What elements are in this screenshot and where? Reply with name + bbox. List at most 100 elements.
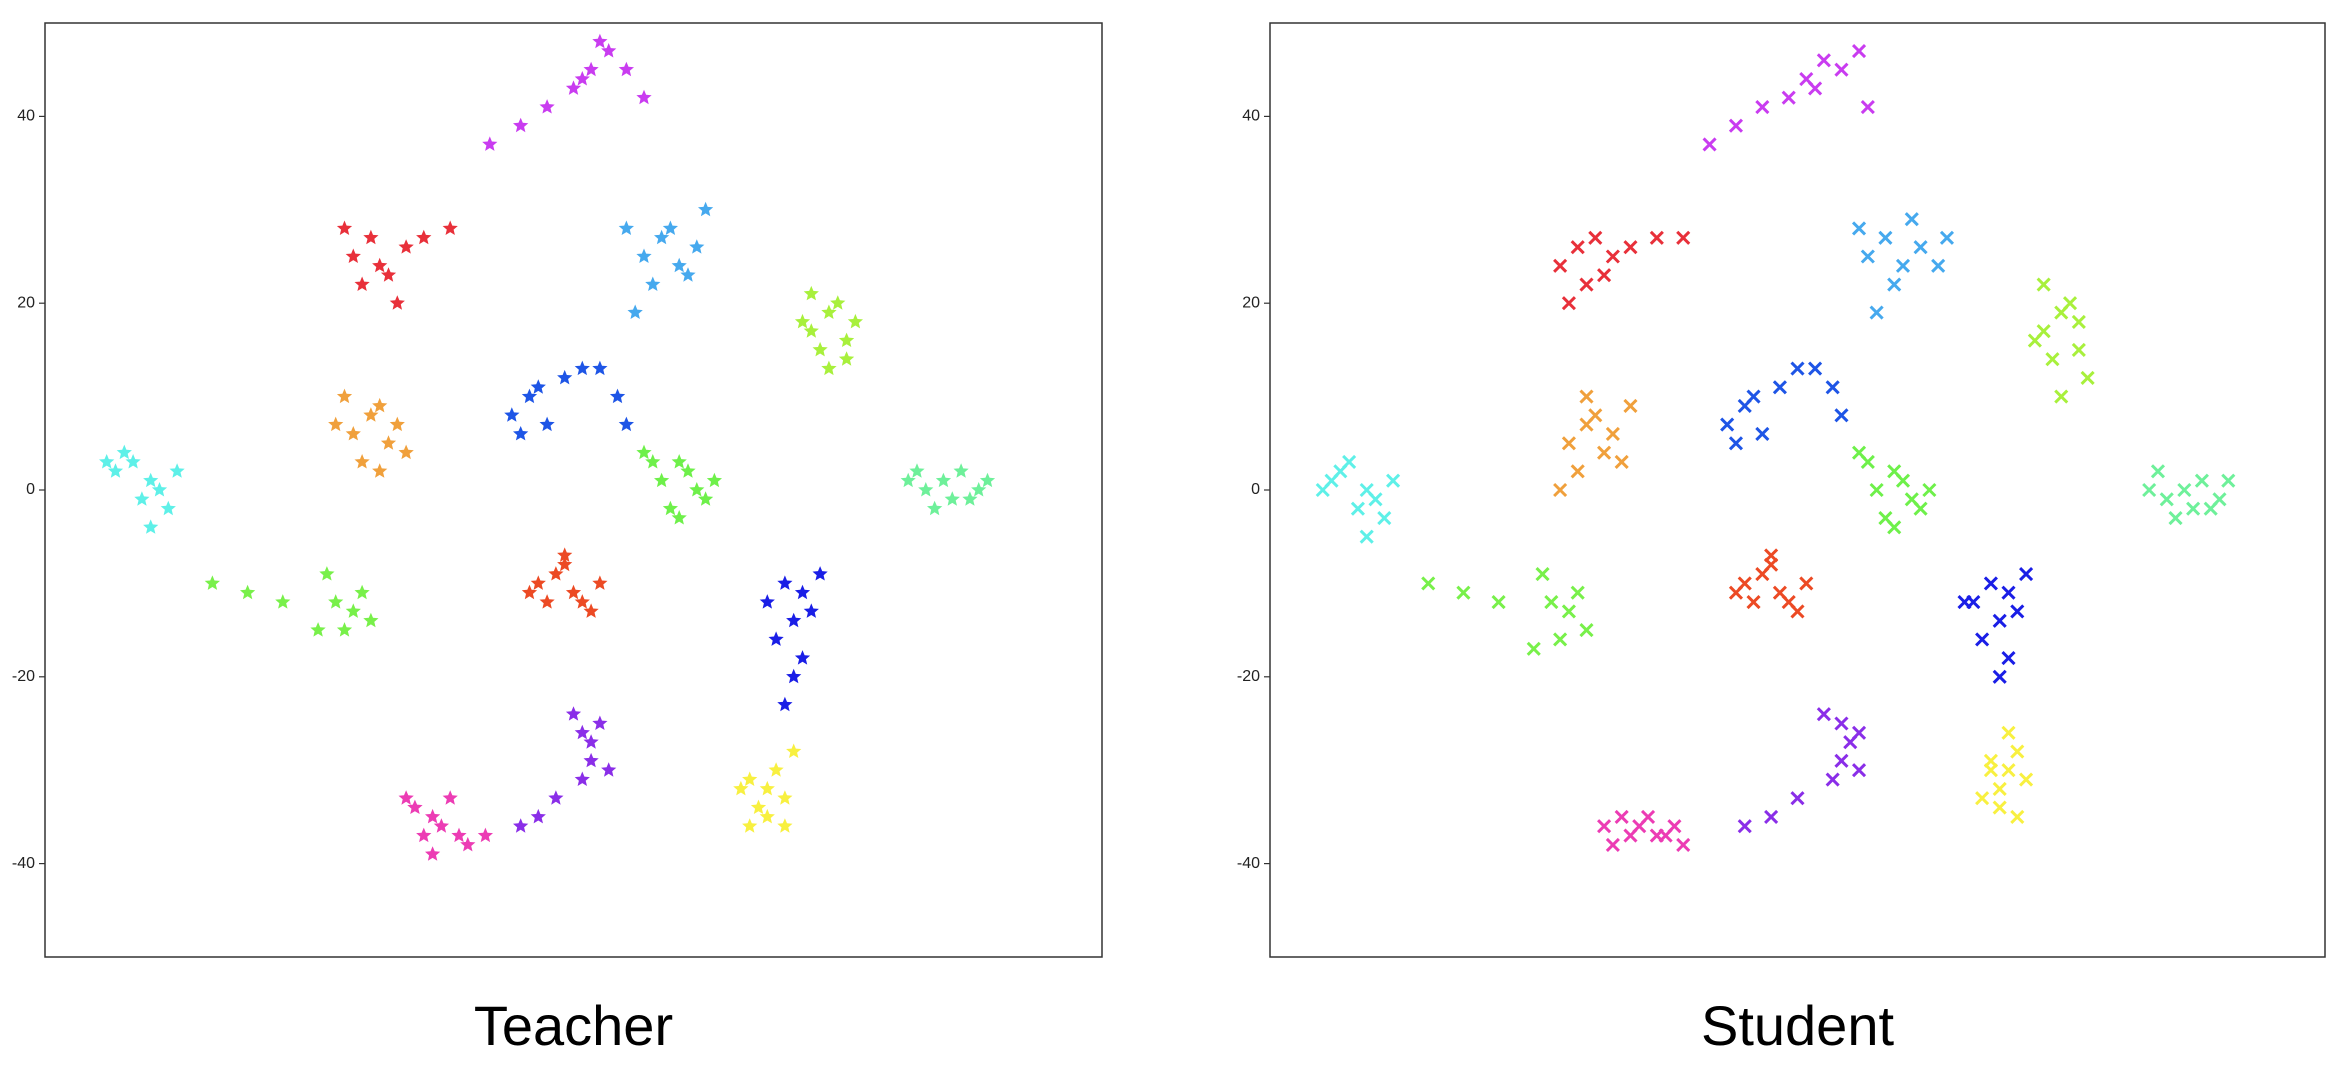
point	[574, 594, 590, 609]
point	[389, 295, 405, 310]
point	[2071, 314, 2086, 329]
point	[1764, 548, 1779, 563]
point	[803, 285, 819, 301]
point	[1746, 389, 1761, 404]
point	[565, 706, 582, 721]
point	[821, 360, 837, 376]
point	[345, 426, 361, 441]
point	[143, 472, 159, 488]
point	[1588, 230, 1603, 245]
point	[1579, 389, 1594, 404]
point	[1816, 53, 1831, 68]
point	[1878, 230, 1893, 245]
point	[1764, 809, 1779, 824]
point	[345, 248, 361, 263]
point	[1895, 473, 1911, 488]
y-tick-label: 40	[1242, 108, 1260, 125]
point	[838, 332, 855, 347]
point	[482, 136, 498, 151]
point	[107, 463, 124, 478]
y-tick-label: 20	[17, 294, 35, 311]
point	[398, 239, 414, 254]
point	[1368, 492, 1383, 507]
point	[1579, 277, 1594, 292]
point	[1799, 576, 1814, 591]
point	[618, 61, 634, 77]
point	[918, 482, 934, 497]
point	[425, 808, 441, 824]
point	[971, 482, 987, 497]
point	[1913, 501, 1928, 516]
point	[838, 351, 855, 366]
point	[698, 201, 714, 217]
point	[1790, 604, 1805, 619]
point	[574, 724, 590, 740]
point	[953, 463, 969, 478]
point	[1851, 725, 1867, 740]
point	[416, 827, 432, 843]
point	[680, 463, 696, 478]
point	[1614, 454, 1629, 470]
point	[777, 696, 793, 712]
point	[777, 818, 793, 833]
point	[372, 397, 388, 413]
y-tick-label: 20	[1242, 294, 1260, 311]
point	[477, 827, 493, 843]
point	[1860, 99, 1875, 115]
point	[2001, 651, 2016, 666]
point	[662, 500, 678, 516]
point	[310, 622, 326, 637]
point	[1992, 669, 2007, 684]
point	[1614, 809, 1629, 824]
point	[1869, 482, 1884, 498]
point	[2027, 333, 2042, 348]
point	[759, 594, 775, 609]
point	[504, 407, 520, 422]
point	[513, 818, 529, 833]
point	[1377, 510, 1392, 526]
chart-title: Student	[1701, 994, 1894, 1057]
point	[1728, 118, 1744, 133]
point	[160, 500, 176, 516]
point	[609, 388, 626, 404]
plot-frame	[44, 22, 1103, 958]
point	[1975, 791, 1990, 806]
point	[1597, 819, 1612, 834]
point	[1570, 585, 1585, 600]
point	[565, 584, 582, 600]
y-tick-label: 40	[17, 108, 35, 125]
point	[2203, 501, 2218, 516]
point	[689, 239, 705, 254]
point	[1570, 240, 1585, 255]
point	[1579, 623, 1594, 638]
point	[1676, 837, 1691, 852]
point	[380, 267, 397, 282]
point	[548, 566, 564, 581]
point	[671, 257, 687, 273]
point	[2045, 352, 2060, 367]
point	[1737, 819, 1752, 834]
point	[1746, 595, 1761, 610]
point	[1992, 800, 2007, 815]
point	[583, 752, 599, 768]
point	[2001, 725, 2016, 740]
point	[416, 229, 432, 245]
point	[389, 416, 405, 432]
point	[539, 594, 555, 609]
point	[1588, 408, 1603, 423]
point	[1676, 230, 1691, 245]
point	[1535, 566, 1550, 582]
point	[1421, 576, 1436, 591]
point	[1983, 763, 1998, 778]
point	[2001, 763, 2016, 778]
point	[363, 612, 379, 628]
chart-title: Teacher	[474, 994, 673, 1057]
point	[671, 454, 687, 469]
point	[1913, 240, 1928, 255]
point	[1895, 258, 1911, 273]
point	[565, 80, 582, 95]
point	[654, 229, 670, 245]
point	[1851, 43, 1867, 59]
point	[372, 257, 388, 273]
